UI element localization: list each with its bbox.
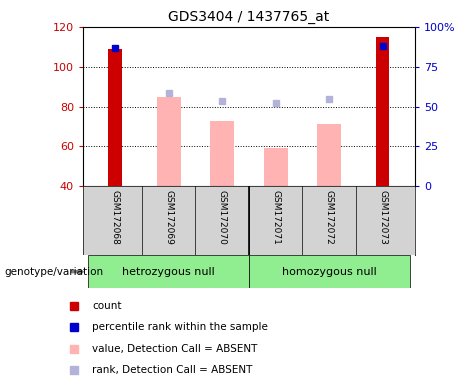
Text: rank, Detection Call = ABSENT: rank, Detection Call = ABSENT [92, 365, 252, 375]
Text: percentile rank within the sample: percentile rank within the sample [92, 322, 268, 332]
Text: homozygous null: homozygous null [282, 266, 377, 277]
Text: GSM172071: GSM172071 [271, 190, 280, 245]
Bar [210, 121, 234, 186]
Bar [157, 97, 181, 186]
Text: GSM172072: GSM172072 [325, 190, 334, 245]
Text: GSM172073: GSM172073 [378, 190, 387, 245]
Text: GSM172069: GSM172069 [164, 190, 173, 245]
Text: genotype/variation: genotype/variation [5, 266, 104, 277]
Text: hetrozygous null: hetrozygous null [122, 266, 215, 277]
Bar [317, 124, 341, 186]
Text: GSM172070: GSM172070 [218, 190, 227, 245]
Text: value, Detection Call = ABSENT: value, Detection Call = ABSENT [92, 344, 257, 354]
Bar [249, 255, 409, 288]
Title: GDS3404 / 1437765_at: GDS3404 / 1437765_at [168, 10, 330, 25]
Bar [264, 148, 288, 186]
Text: count: count [92, 301, 121, 311]
Bar [108, 49, 122, 186]
Bar [376, 37, 390, 186]
Bar [89, 255, 249, 288]
Text: GSM172068: GSM172068 [111, 190, 119, 245]
